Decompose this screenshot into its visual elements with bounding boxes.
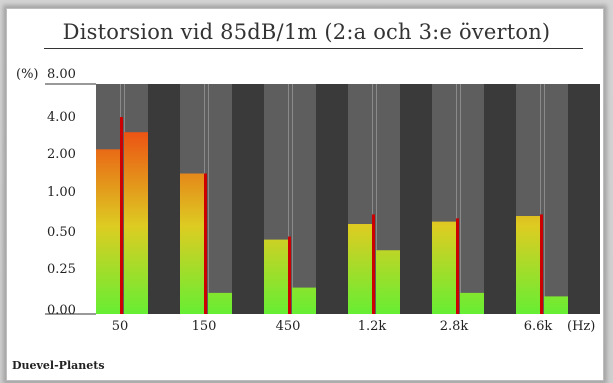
background-band-dark [148,84,180,314]
peak-marker [120,117,123,314]
bar-series-1 [516,216,540,314]
x-tick-label: 50 [111,319,129,334]
bar-series-2 [124,132,148,314]
footer-label: Duevel-Planets [12,359,105,372]
band-divider-line [540,84,541,314]
bar-series-2 [376,250,400,314]
background-band-dark [400,84,432,314]
bar-series-2 [292,287,316,314]
y-tick-label: 0.50 [47,225,76,240]
x-tick-label: 1.2k [357,319,387,334]
peak-marker [456,218,459,314]
band-divider-line [292,84,293,314]
background-band-dark [484,84,516,314]
bar-series-2 [208,292,232,314]
background-band-dark [316,84,348,314]
band-divider-line [456,84,457,314]
bar-series-1 [96,149,120,314]
bar-series-1 [264,239,288,314]
bar-series-2 [460,292,484,314]
title-underline [44,48,583,49]
x-tick-label: 6.6k [523,319,553,334]
band-divider-line [376,84,377,314]
bar-series-2 [544,296,568,314]
x-axis-unit: (Hz) [567,319,596,334]
band-divider-line [544,84,545,314]
chart-title: Distorsion vid 85dB/1m (2:a och 3:e över… [62,20,551,44]
x-tick-label: 150 [191,319,217,334]
y-tick-label: 0.25 [47,262,76,277]
band-divider-line [208,84,209,314]
band-divider-line [288,84,289,314]
y-tick-label: 2.00 [47,147,76,162]
background-band-dark [232,84,264,314]
y-tick-label: 8.00 [47,67,76,82]
y-axis-unit: (%) [16,67,39,82]
bar-series-1 [432,221,456,314]
peak-marker [372,214,375,314]
peak-marker [540,214,543,314]
bar-series-1 [348,224,372,314]
bar-series-1 [180,173,204,314]
band-divider-line [372,84,373,314]
background-band-dark [568,84,600,314]
peak-marker [204,173,207,314]
x-tick-label: 450 [275,319,301,334]
peak-marker [288,236,291,314]
y-tick-label: 4.00 [47,110,76,125]
x-tick-label: 2.8k [439,319,469,334]
band-divider-line [460,84,461,314]
y-tick-label: 1.00 [47,185,76,200]
